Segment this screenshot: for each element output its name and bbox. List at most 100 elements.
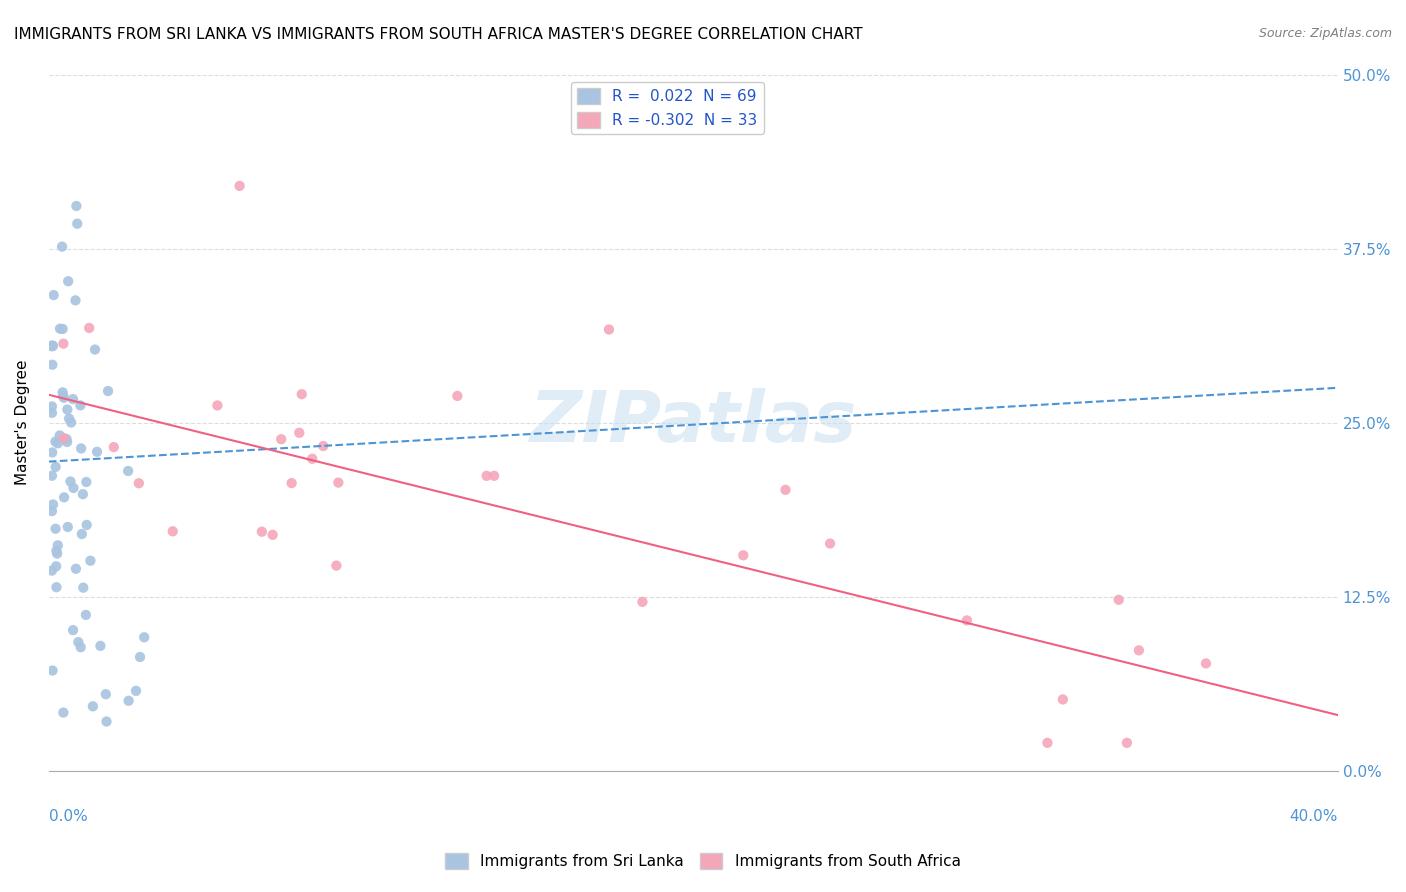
Point [67,635,90,649]
Point [56,274,79,288]
Point [45,544,67,558]
Point [446,389,468,403]
Point [41,564,63,578]
Point [125,684,148,698]
Point [325,558,347,573]
Text: IMMIGRANTS FROM SRI LANKA VS IMMIGRANTS FROM SOUTH AFRICA MASTER'S DEGREE CORREL: IMMIGRANTS FROM SRI LANKA VS IMMIGRANTS … [14,27,863,42]
Point [250,524,273,539]
Point [41,406,63,420]
Point [79,554,101,568]
Point [97,384,120,398]
Point [270,432,292,446]
Point [56,520,79,534]
Text: 40.0%: 40.0% [1289,809,1337,824]
Point [1036,736,1059,750]
Point [51,240,73,254]
Point [41,339,63,353]
Point [117,694,139,708]
Point [52,389,75,403]
Point [66,217,89,231]
Point [45,559,67,574]
Point [41,468,63,483]
Point [103,440,125,454]
Point [69,398,91,412]
Point [48,428,70,442]
Point [62,623,84,637]
Legend: Immigrants from Sri Lanka, Immigrants from South Africa: Immigrants from Sri Lanka, Immigrants fr… [439,847,967,875]
Point [96,714,118,729]
Point [42,288,65,302]
Point [94,687,117,701]
Point [76,517,98,532]
Point [482,468,505,483]
Point [72,487,94,501]
Point [52,431,75,445]
Point [1052,692,1074,706]
Point [56,434,79,449]
Point [1116,736,1139,750]
Point [75,475,97,489]
Point [46,547,69,561]
Point [86,444,108,458]
Point [41,358,63,372]
Point [77,321,100,335]
Point [1128,643,1150,657]
Y-axis label: Master's Degree: Master's Degree [15,359,30,485]
Point [52,385,75,400]
Point [52,706,75,720]
Point [82,699,104,714]
Point [70,442,93,456]
Point [128,476,150,491]
Text: 0.0%: 0.0% [49,809,87,824]
Point [291,387,314,401]
Point [65,199,87,213]
Point [475,468,498,483]
Point [301,451,323,466]
Point [262,528,284,542]
Point [46,538,69,552]
Text: ZIPatlas: ZIPatlas [530,388,856,457]
Point [46,436,69,450]
Point [55,432,77,446]
Point [312,439,335,453]
Point [956,614,979,628]
Point [65,293,87,308]
Point [49,321,72,335]
Point [733,549,755,563]
Point [69,640,91,655]
Point [631,595,654,609]
Point [41,400,63,414]
Point [52,391,75,405]
Point [129,650,152,665]
Point [207,399,229,413]
Point [75,607,97,622]
Point [288,425,311,440]
Legend: R =  0.022  N = 69, R = -0.302  N = 33: R = 0.022 N = 69, R = -0.302 N = 33 [571,82,763,134]
Point [45,459,67,474]
Point [134,630,156,644]
Point [58,411,80,425]
Point [62,392,84,406]
Point [45,580,67,594]
Point [41,664,63,678]
Point [598,322,620,336]
Point [72,581,94,595]
Point [775,483,797,497]
Point [59,475,82,489]
Point [328,475,350,490]
Point [62,481,84,495]
Point [70,527,93,541]
Point [41,445,63,459]
Point [1195,657,1218,671]
Point [84,343,107,357]
Point [89,639,111,653]
Point [44,522,66,536]
Point [42,339,65,353]
Point [52,336,75,351]
Point [42,498,65,512]
Point [228,178,250,193]
Text: Source: ZipAtlas.com: Source: ZipAtlas.com [1258,27,1392,40]
Point [44,434,66,449]
Point [65,562,87,576]
Point [162,524,184,539]
